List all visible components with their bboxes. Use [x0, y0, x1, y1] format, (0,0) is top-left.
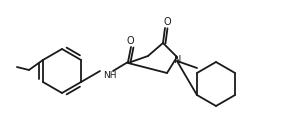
Text: O: O: [163, 17, 171, 27]
Text: NH: NH: [103, 72, 117, 81]
Text: O: O: [126, 36, 134, 46]
Text: N: N: [174, 55, 182, 65]
